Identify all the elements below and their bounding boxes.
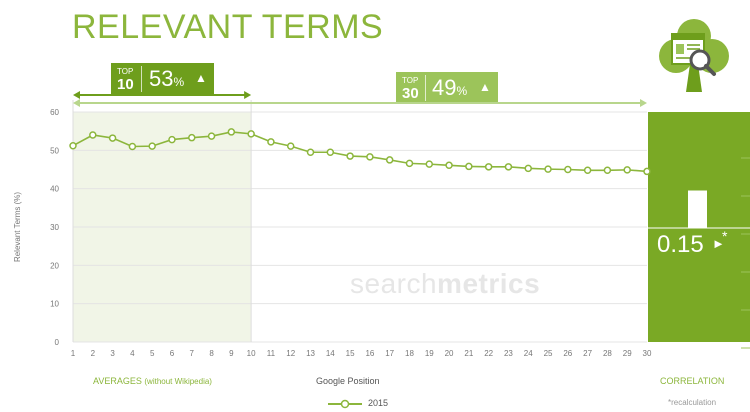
x-tick-label: 13 [306,349,315,358]
data-point [128,142,137,151]
data-point [643,167,651,176]
x-tick-label: 22 [484,349,493,358]
y-tick-label: 20 [50,261,59,270]
x-tick-label: 8 [209,349,214,358]
data-point [583,166,592,175]
x-tick-label: 10 [247,349,256,358]
data-point [385,156,394,164]
top30-range-arrow-left-head [73,99,80,107]
x-tick-label: 29 [623,349,632,358]
top30-label: TOP [402,76,419,85]
data-point [465,162,473,171]
x-tick-label: 23 [504,349,513,358]
data-point [623,166,631,174]
x-tick-label: 4 [130,349,135,358]
x-tick-label: 26 [563,349,572,358]
x-tick-label: 16 [365,349,374,358]
x-tick-label: 17 [385,349,394,358]
x-tick-label: 3 [110,349,115,358]
top30-percent: 49% [432,75,468,100]
top10-up-arrow-icon: ▲ [195,71,207,85]
top30-number: 30 [402,85,419,102]
data-point [188,133,196,142]
top10-number: 10 [117,76,134,93]
legend-swatch [328,399,362,409]
data-point [603,166,612,175]
top30-badge: TOP 30 49% ▲ [396,72,498,104]
recalculation-note: *recalculation [668,398,717,407]
data-point [445,161,453,170]
correlation-value: 0.15 [657,231,704,258]
data-point [267,138,275,146]
x-tick-label: 9 [229,349,234,358]
data-point [207,132,216,140]
data-point [326,148,335,156]
data-point [484,163,493,171]
correlation-star: * [722,228,728,244]
y-tick-label: 60 [50,108,59,117]
top10-label: TOP [117,67,134,76]
legend-label: 2015 [368,398,389,408]
correlation-label: CORRELATION [660,376,725,386]
x-tick-label: 27 [583,349,592,358]
data-point [366,153,374,161]
data-point [247,130,255,138]
top10-badge: TOP 10 53% ▲ [111,63,214,95]
x-tick-label: 1 [71,349,76,358]
data-point [286,142,295,150]
y-tick-label: 0 [55,338,60,347]
data-point [524,164,532,173]
data-point [69,141,77,150]
x-tick-label: 20 [445,349,454,358]
data-point [504,163,513,171]
y-tick-label: 10 [50,300,59,309]
top10-range-arrow-right-head [244,91,252,99]
data-point [227,128,236,136]
x-tick-label: 2 [91,349,96,358]
page-title: RELEVANT TERMS [72,8,384,46]
data-point [89,131,97,139]
data-point [564,165,572,174]
x-tick-label: 19 [425,349,434,358]
top30-range-arrow-right-head [640,99,647,107]
x-tick-label: 6 [170,349,175,358]
clover-logo-icon [659,19,729,92]
top30-divider [425,75,426,101]
x-tick-label: 5 [150,349,155,358]
x-tick-label: 11 [267,349,276,358]
correlation-bar [688,190,707,228]
y-axis-label: Relevant Terms (%) [13,192,22,262]
x-tick-label: 14 [326,349,335,358]
averages-label: AVERAGES (without Wikipedia) [93,376,212,386]
data-point [168,135,176,144]
y-tick-label: 40 [50,185,59,194]
correlation-arrow-icon: ► [712,236,725,251]
x-tick-label: 15 [346,349,355,358]
data-point [148,142,156,150]
top10-percent: 53% [149,66,185,91]
data-point [306,148,315,156]
data-point [425,160,434,168]
x-tick-label: 21 [464,349,473,358]
x-tick-label: 7 [190,349,195,358]
data-point [544,165,552,173]
top10-range-arrow-left-head [73,91,80,99]
x-tick-label: 25 [544,349,553,358]
x-axis-label: Google Position [316,376,380,386]
watermark-text: searchmetrics [350,268,541,299]
x-tick-label: 28 [603,349,612,358]
y-tick-label: 50 [50,146,59,155]
data-point [405,159,414,168]
y-tick-label: 30 [50,223,59,232]
data-point [108,134,117,142]
x-tick-label: 12 [286,349,295,358]
x-tick-label: 18 [405,349,414,358]
data-point [346,152,354,160]
top30-up-arrow-icon: ▲ [479,80,491,94]
top10-divider [141,66,142,92]
x-tick-label: 30 [643,349,652,358]
x-tick-label: 24 [524,349,533,358]
